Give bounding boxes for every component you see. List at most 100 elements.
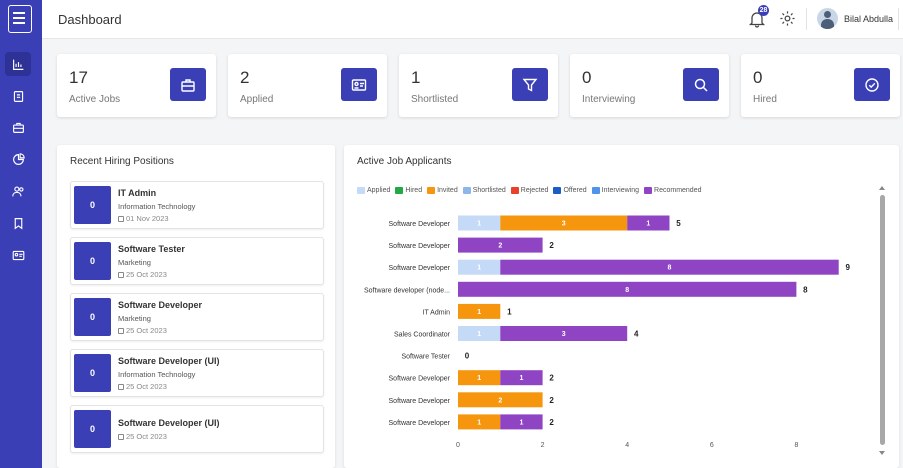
position-title: Software Developer (UI) <box>118 356 220 366</box>
stat-icon-button <box>683 68 719 101</box>
bar-value-label: 1 <box>477 375 481 382</box>
nav-item-dashboard[interactable] <box>5 52 31 76</box>
calendar-icon <box>118 434 124 440</box>
document-icon <box>12 90 25 103</box>
applicant-count: 0 <box>74 410 111 448</box>
nav-item-saved[interactable] <box>5 211 31 235</box>
x-tick-label: 4 <box>625 442 629 449</box>
stat-value: 0 <box>753 68 762 88</box>
stat-card-hired[interactable]: 0 Hired <box>741 54 900 117</box>
top-header: Dashboard 28 Bilal Abdulla <box>42 0 903 39</box>
position-department: Marketing <box>118 314 151 323</box>
stat-value: 0 <box>582 68 591 88</box>
active-applicants-panel: Active Job Applicants Applied Hired Invite… <box>344 145 899 468</box>
position-date: 01 Nov 2023 <box>118 214 169 223</box>
bar-total-label: 1 <box>507 307 512 316</box>
scrollbar-thumb[interactable] <box>880 195 885 445</box>
position-department: Information Technology <box>118 370 195 379</box>
bar-total-label: 8 <box>803 285 808 294</box>
bar-value-label: 1 <box>477 309 481 316</box>
y-tick-label: Software Developer <box>389 420 451 427</box>
calendar-icon <box>118 272 124 278</box>
nav-item-documents[interactable] <box>5 84 31 108</box>
position-date-text: 25 Oct 2023 <box>126 270 167 279</box>
position-department: Information Technology <box>118 202 195 211</box>
applicant-count: 0 <box>74 242 111 280</box>
bookmark-icon <box>12 217 25 230</box>
calendar-icon <box>118 384 124 390</box>
y-tick-label: Software Developer <box>389 243 451 250</box>
notification-badge: 28 <box>758 5 769 16</box>
bar-total-label: 4 <box>634 330 639 339</box>
stat-value: 1 <box>411 68 420 88</box>
bar-value-label: 8 <box>668 265 672 272</box>
position-card[interactable]: 0 Software Developer (UI) Information Te… <box>70 349 324 397</box>
chart-icon <box>12 58 25 71</box>
position-date: 25 Oct 2023 <box>118 432 167 441</box>
position-date-text: 01 Nov 2023 <box>126 214 169 223</box>
position-card[interactable]: 0 Software Developer Marketing 25 Oct 20… <box>70 293 324 341</box>
bar-value-label: 1 <box>477 419 481 426</box>
stat-card-interviewing[interactable]: 0 Interviewing <box>570 54 729 117</box>
calendar-icon <box>118 216 124 222</box>
stat-card-shortlisted[interactable]: 1 Shortlisted <box>399 54 558 117</box>
y-tick-label: Software developer (node... <box>364 287 450 294</box>
applicant-count: 0 <box>74 298 111 336</box>
position-date: 25 Oct 2023 <box>118 270 167 279</box>
nav-item-reports[interactable] <box>5 147 31 171</box>
y-tick-label: Software Developer <box>389 265 451 272</box>
position-date-text: 25 Oct 2023 <box>126 382 167 391</box>
recent-hiring-panel: Recent Hiring Positions 0 IT Admin Infor… <box>57 145 335 468</box>
stat-value: 17 <box>69 68 88 88</box>
position-card[interactable]: 0 Software Developer (UI) 25 Oct 2023 <box>70 405 324 453</box>
position-title: IT Admin <box>118 188 156 198</box>
id-card-icon <box>12 249 25 262</box>
user-name[interactable]: Bilal Abdulla <box>844 14 893 24</box>
stat-card-active-jobs[interactable]: 17 Active Jobs <box>57 54 216 117</box>
bar-total-label: 9 <box>845 263 850 272</box>
position-title: Software Developer <box>118 300 202 310</box>
y-tick-label: Software Tester <box>401 354 450 361</box>
nav-item-jobs[interactable] <box>5 115 31 139</box>
x-tick-label: 6 <box>710 442 714 449</box>
stat-label: Hired <box>753 94 777 105</box>
bar-value-label: 3 <box>562 331 566 338</box>
briefcase-icon <box>180 77 196 93</box>
scroll-down-arrow[interactable] <box>879 451 885 455</box>
bar-value-label: 1 <box>646 221 650 228</box>
stat-icon-button <box>170 68 206 101</box>
bar-value-label: 8 <box>625 287 629 294</box>
briefcase-icon <box>12 121 25 134</box>
filter-icon <box>522 77 538 93</box>
avatar[interactable] <box>817 8 838 29</box>
nav-item-candidates[interactable] <box>5 179 31 203</box>
bar-value-label: 2 <box>498 243 502 250</box>
position-card[interactable]: 0 Software Tester Marketing 25 Oct 2023 <box>70 237 324 285</box>
header-divider <box>806 8 807 30</box>
app-logo[interactable] <box>8 5 32 33</box>
x-tick-label: 0 <box>456 442 460 449</box>
bar-total-label: 2 <box>549 241 554 250</box>
check-circle-icon <box>864 77 880 93</box>
y-tick-label: Software Developer <box>389 398 451 405</box>
scroll-up-arrow[interactable] <box>879 186 885 190</box>
gear-icon[interactable] <box>779 10 796 27</box>
bar-total-label: 5 <box>676 219 681 228</box>
y-tick-label: IT Admin <box>423 309 451 316</box>
applicants-bar-chart: Software Developer 1 3 1 5 Software Developer… <box>344 145 874 468</box>
position-card[interactable]: 0 IT Admin Information Technology 01 Nov… <box>70 181 324 229</box>
x-tick-label: 8 <box>794 442 798 449</box>
stat-icon-button <box>341 68 377 101</box>
calendar-icon <box>118 328 124 334</box>
y-tick-label: Sales Coordinator <box>394 332 451 339</box>
bar-total-label: 2 <box>549 374 554 383</box>
x-tick-label: 2 <box>541 442 545 449</box>
stat-card-applied[interactable]: 2 Applied <box>228 54 387 117</box>
chart-scrollbar[interactable] <box>880 195 885 445</box>
bar-total-label: 2 <box>549 418 554 427</box>
position-date: 25 Oct 2023 <box>118 326 167 335</box>
nav-item-profiles[interactable] <box>5 243 31 267</box>
bar-value-label: 1 <box>519 419 523 426</box>
bar-value-label: 3 <box>562 221 566 228</box>
position-date: 25 Oct 2023 <box>118 382 167 391</box>
